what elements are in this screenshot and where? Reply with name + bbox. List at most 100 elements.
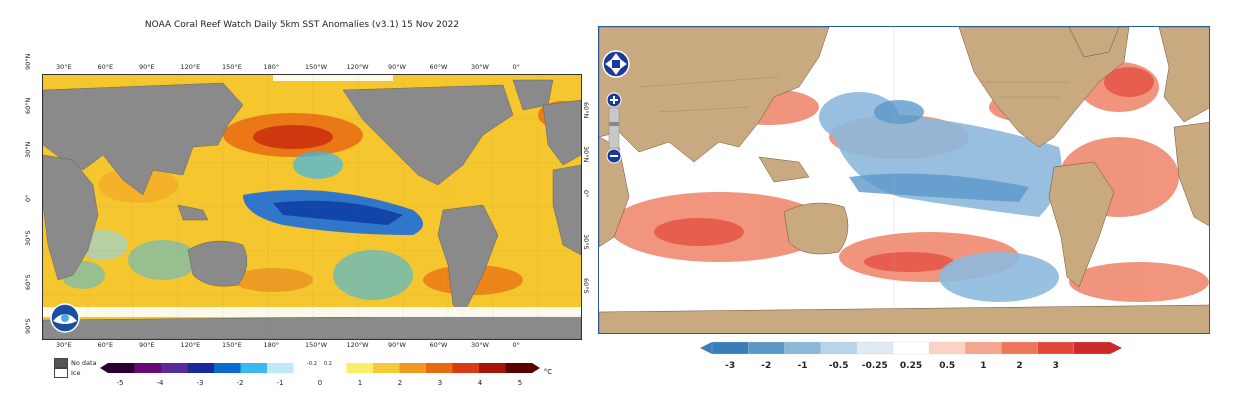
viewer-colorbar-tick-label: 2 [1016, 361, 1023, 371]
colorbar-tick-label: -3 [196, 379, 204, 387]
ice-swatch [54, 368, 68, 378]
pan-left-icon[interactable] [605, 59, 612, 69]
map-navigation-controls [601, 44, 631, 178]
longitude-label: 30°W [471, 341, 489, 349]
longitude-label: 120°W [346, 341, 369, 349]
colorbar-segment [505, 363, 533, 373]
minus-icon [610, 155, 618, 157]
colorbar-segment [293, 363, 321, 373]
latitude-label: 60°N [24, 97, 32, 114]
viewer-colorbar-segment [856, 341, 894, 355]
legend-key-ice: Ice [54, 368, 97, 378]
longitude-label: 0° [512, 341, 520, 349]
longitude-label: 60°W [429, 341, 448, 349]
longitude-label: 0° [512, 63, 520, 71]
longitude-label: 180° [263, 341, 280, 349]
longitude-label: 120°E [180, 63, 201, 71]
viewer-colorbar-segment [1001, 341, 1039, 355]
colorbar-segment [320, 363, 347, 373]
zoom-out-button[interactable] [606, 148, 622, 164]
longitude-label: 60°E [97, 63, 114, 71]
no-data-label: No data [71, 359, 97, 367]
viewer-colorbar-segment [784, 341, 822, 355]
viewer-colorbar-segment [1073, 341, 1111, 355]
colorbar-tick-label: 5 [517, 379, 523, 387]
colorbar-minor-tick-label: 0.2 [324, 361, 332, 367]
latitude-label: 30°S [24, 230, 32, 246]
longitude-label: 30°E [56, 63, 72, 71]
viewer-colorbar-segment [928, 341, 966, 355]
pan-control[interactable] [602, 50, 630, 78]
viewer-map[interactable] [599, 27, 1210, 334]
longitude-label: 180° [263, 63, 280, 71]
viewer-colorbar-tick-label: -0.25 [861, 361, 888, 371]
viewer-colorbar: -3 -2 -1 -0.5 -0.25 0.25 0.5 1 2 3 [700, 340, 1122, 373]
map-title: NOAA Coral Reef Watch Daily 5km SST Anom… [144, 20, 460, 30]
colorbar-min-arrow [100, 363, 108, 373]
viewer-colorbar-tick-label: -1 [797, 361, 808, 371]
noaa-sst-anomaly-panel: NOAA Coral Reef Watch Daily 5km SST Anom… [22, 18, 590, 387]
longitude-label: 150°E [222, 341, 242, 349]
longitude-label: 90°W [388, 63, 406, 71]
no-data-swatch [54, 358, 68, 368]
viewer-colorbar-tick-label: 1 [980, 361, 987, 371]
longitude-label: 150°W [305, 341, 328, 349]
latitude-label: 0° [582, 190, 590, 198]
colorbar-segment [399, 363, 427, 373]
longitude-label: 90°E [139, 341, 155, 349]
colorbar-segment [108, 363, 135, 373]
colorbar-segment [240, 363, 268, 373]
colorbar-segment [346, 363, 374, 373]
viewer-colorbar-segment [1037, 341, 1075, 355]
legend-key-no-data: No data [54, 358, 97, 368]
colorbar-tick-label: -2 [236, 379, 244, 387]
colorbar-tick-label: 0 [317, 379, 323, 387]
colorbar-tick-label: 1 [357, 379, 363, 387]
latitude-label: 60°S [582, 278, 590, 294]
pan-up-icon[interactable] [611, 53, 621, 60]
colorbar-segment [187, 363, 215, 373]
colorbar-tick-label: 2 [397, 379, 403, 387]
longitude-label: 60°E [97, 341, 114, 349]
viewer-colorbar-segment [820, 341, 858, 355]
longitude-label: 90°W [388, 341, 406, 349]
colorbar-tick-label: -4 [156, 379, 164, 387]
sst-anomaly-colorbar: -5 -4 -3 -2 -1 0 1 2 3 4 5 -0.2 0.2 °C [100, 360, 552, 391]
colorbar-segment [267, 363, 294, 373]
viewer-colorbar-gradient [700, 341, 1122, 355]
sst-anomaly-map [42, 74, 582, 340]
viewer-colorbar-tick-label: -2 [761, 361, 772, 371]
pan-right-icon[interactable] [620, 59, 627, 69]
viewer-colorbar-segment [711, 341, 749, 355]
noaa-logo [50, 303, 80, 333]
colorbar-segment [426, 363, 453, 373]
colorbar-segment [134, 363, 162, 373]
ice-label: Ice [71, 369, 81, 377]
zoom-slider-track[interactable] [608, 107, 620, 149]
colorbar-segment [214, 363, 241, 373]
latitude-label: 30°N [582, 146, 590, 163]
viewer-colorbar-tick-label: 0.25 [899, 361, 923, 371]
latitude-label: 60°S [24, 274, 32, 290]
viewer-colorbar-tick-label: 3 [1052, 361, 1059, 371]
zoom-slider-handle[interactable] [609, 122, 619, 126]
longitude-label: 30°W [471, 63, 489, 71]
longitude-label: 30°E [56, 341, 72, 349]
pan-down-icon[interactable] [611, 68, 621, 75]
colorbar-tick-label: -1 [276, 379, 284, 387]
viewer-colorbar-tick-label: -0.5 [828, 361, 849, 371]
zoom-in-button[interactable] [606, 92, 622, 108]
viewer-colorbar-tick-label: 0.5 [939, 361, 956, 371]
nav-control-graphic [602, 50, 630, 164]
latitude-label: 90°N [24, 53, 32, 70]
colorbar-minor-tick-label: -0.2 [307, 361, 317, 367]
viewer-colorbar-tick-label: -3 [725, 361, 736, 371]
longitude-label: 120°E [180, 341, 201, 349]
colorbar-segment [452, 363, 480, 373]
colorbar-unit-label: °C [543, 368, 553, 376]
longitude-label: 150°W [305, 63, 328, 71]
colorbar-segment [479, 363, 506, 373]
longitude-label: 150°E [222, 63, 242, 71]
latitude-label: 90°S [24, 318, 32, 334]
sst-anomaly-map-viewer[interactable] [598, 26, 1210, 334]
